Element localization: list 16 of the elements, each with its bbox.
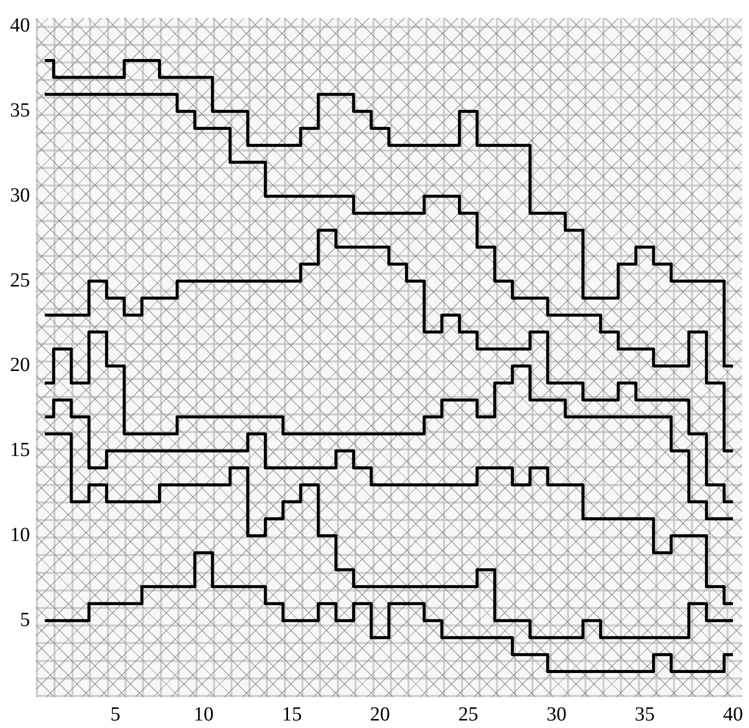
x-tick-label: 25 — [458, 703, 478, 726]
x-tick-label: 10 — [194, 703, 214, 726]
y-tick-label: 35 — [10, 100, 30, 122]
y-tick-label: 25 — [10, 269, 30, 292]
y-tick-label: 30 — [10, 184, 30, 206]
x-tick-label: 15 — [282, 703, 302, 726]
y-tick-label: 5 — [20, 608, 30, 631]
y-tick-label: 40 — [10, 14, 30, 37]
y-tick-label: 20 — [10, 354, 30, 376]
x-tick-label: 40 — [722, 703, 743, 726]
x-tick-label: 35 — [634, 703, 655, 726]
y-tick-label: 15 — [10, 439, 30, 462]
x-tick-label: 30 — [546, 703, 566, 726]
x-tick-label: 5 — [110, 703, 120, 726]
y-tick-label: 10 — [10, 524, 30, 546]
x-tick-label: 20 — [370, 703, 390, 726]
